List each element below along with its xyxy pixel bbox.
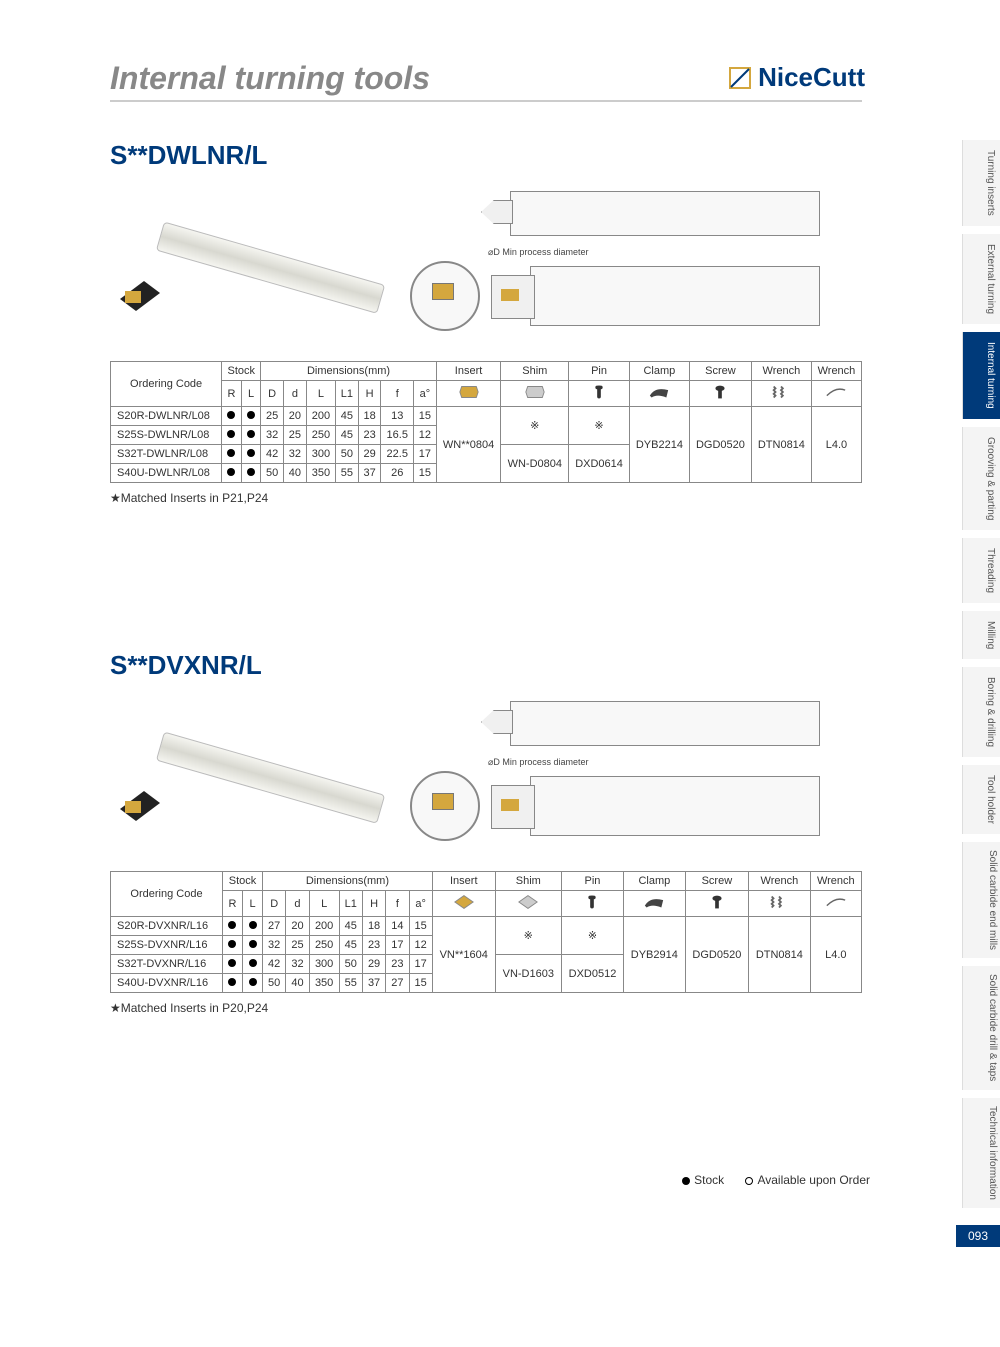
page-title: Internal turning tools bbox=[110, 60, 430, 97]
side-tabs: Turning inserts External turning Internal … bbox=[962, 140, 1000, 1216]
tool-photo-2 bbox=[110, 701, 390, 851]
diagram-area-1: ⌀D Min process diameter bbox=[110, 191, 862, 351]
section-1-note: ★Matched Inserts in P21,P24 bbox=[110, 491, 862, 505]
section-1: S**DWLNR/L ⌀D Min process diameter Order… bbox=[110, 140, 862, 505]
tool-photo-1 bbox=[110, 191, 390, 341]
technical-diagrams-2: ⌀D Min process diameter bbox=[410, 701, 862, 861]
spec-table-2: Ordering Code Stock Dimensions(mm) Inser… bbox=[110, 871, 862, 993]
tab-technical-information[interactable]: Technical information bbox=[962, 1098, 1000, 1208]
min-diameter-label-2: ⌀D Min process diameter bbox=[488, 757, 588, 768]
tab-milling[interactable]: Milling bbox=[962, 611, 1000, 659]
tab-solid-carbide-drill-taps[interactable]: Solid carbide drill & taps bbox=[962, 966, 1000, 1089]
legend: Stock Available upon Order bbox=[682, 1173, 870, 1187]
table-row: S20R-DWLNR/L08 252020045 181315 WN**0804… bbox=[111, 407, 862, 426]
brand-logo: NiceCutt bbox=[728, 62, 865, 93]
min-diameter-label-1: ⌀D Min process diameter bbox=[488, 247, 588, 258]
tab-threading[interactable]: Threading bbox=[962, 538, 1000, 603]
tab-boring-drilling[interactable]: Boring & drilling bbox=[962, 667, 1000, 757]
tab-grooving-parting[interactable]: Grooving & parting bbox=[962, 427, 1000, 530]
brand-text: NiceCutt bbox=[758, 62, 865, 93]
section-2-note: ★Matched Inserts in P20,P24 bbox=[110, 1001, 862, 1015]
section-2: S**DVXNR/L ⌀D Min process diameter Order… bbox=[110, 650, 862, 1015]
section-1-title: S**DWLNR/L bbox=[110, 140, 862, 171]
technical-diagrams-1: ⌀D Min process diameter bbox=[410, 191, 862, 351]
diagram-area-2: ⌀D Min process diameter bbox=[110, 701, 862, 861]
title-rule bbox=[110, 100, 862, 102]
section-2-title: S**DVXNR/L bbox=[110, 650, 862, 681]
spec-table-1: Ordering Code Stock Dimensions(mm) Inser… bbox=[110, 361, 862, 483]
tab-turning-inserts[interactable]: Turning inserts bbox=[962, 140, 1000, 226]
tab-tool-holder[interactable]: Tool holder bbox=[962, 765, 1000, 834]
tab-solid-carbide-end-mills[interactable]: Solid carbide end mills bbox=[962, 842, 1000, 958]
brand-icon bbox=[728, 66, 752, 90]
tab-internal-turning[interactable]: Internal turning bbox=[962, 332, 1000, 419]
page-number: 093 bbox=[956, 1225, 1000, 1247]
tab-external-turning[interactable]: External turning bbox=[962, 234, 1000, 324]
table-row: S20R-DVXNR/L16 272020045 181415 VN**1604… bbox=[111, 917, 862, 936]
